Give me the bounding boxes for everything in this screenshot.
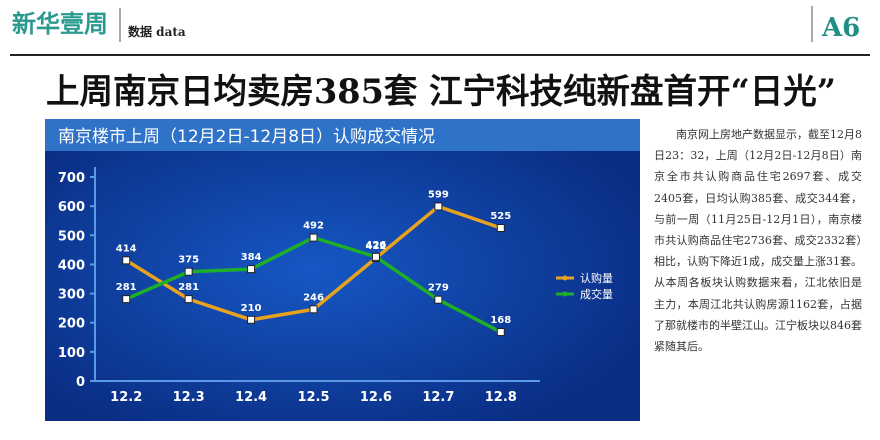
legend-label: 成交量 — [580, 287, 613, 301]
y-tick-label: 300 — [58, 288, 85, 303]
logo: 新华壹周 — [12, 10, 108, 38]
value-label: 168 — [490, 315, 511, 326]
value-label: 210 — [241, 303, 262, 314]
point-marker — [496, 328, 505, 337]
value-label: 281 — [116, 282, 137, 293]
point-marker — [434, 295, 443, 304]
section: 数据 data — [128, 24, 186, 39]
point-marker — [496, 224, 505, 232]
value-label: 279 — [428, 283, 449, 294]
legend-label: 认购量 — [580, 271, 613, 285]
value-label: 246 — [303, 292, 324, 303]
value-label: 414 — [116, 243, 137, 254]
x-tick-label: 12.2 — [110, 390, 142, 405]
y-tick-label: 0 — [76, 375, 85, 390]
point-marker — [371, 252, 380, 261]
legend-dot — [562, 291, 568, 297]
chart-panel — [45, 119, 640, 421]
y-tick-label: 400 — [58, 258, 85, 273]
y-tick-label: 600 — [58, 200, 85, 215]
point-marker — [309, 233, 318, 242]
article: 南京网上房地产数据显示，截至12月8日23：32，上周（12月2日-12月8日）… — [654, 128, 862, 354]
x-tick-label: 12.4 — [235, 390, 267, 405]
y-tick-label: 200 — [58, 317, 85, 332]
value-label: 422 — [365, 241, 386, 252]
value-label: 426 — [365, 240, 386, 251]
point-marker — [122, 256, 131, 265]
page-number: A6 — [821, 13, 860, 43]
y-tick-label: 700 — [58, 171, 85, 186]
x-tick-label: 12.3 — [173, 390, 205, 405]
value-label: 492 — [303, 221, 324, 232]
point-marker — [184, 267, 193, 276]
x-tick-label: 12.6 — [360, 390, 392, 405]
chart-title: 南京楼市上周（12月2日-12月8日）认购成交情况 — [58, 127, 435, 147]
point-marker — [309, 305, 318, 314]
legend-dot — [562, 275, 568, 281]
x-tick-label: 12.8 — [485, 390, 517, 405]
point-marker — [122, 295, 131, 304]
x-tick-label: 12.7 — [422, 390, 454, 405]
y-tick-label: 500 — [58, 229, 85, 244]
value-label: 375 — [178, 255, 199, 266]
point-marker — [247, 315, 256, 324]
value-label: 599 — [428, 189, 449, 200]
chart-title-bar — [45, 119, 640, 151]
point-marker — [434, 202, 443, 211]
x-tick-label: 12.5 — [297, 390, 329, 405]
value-label: 281 — [178, 282, 199, 293]
headline: 上周南京日均卖房385套 江宁科技纯新盘首开“日光” — [46, 72, 836, 112]
value-label: 384 — [241, 252, 262, 263]
point-marker — [247, 265, 256, 274]
y-tick-label: 100 — [58, 346, 85, 361]
value-label: 525 — [490, 211, 511, 222]
point-marker — [184, 295, 193, 304]
